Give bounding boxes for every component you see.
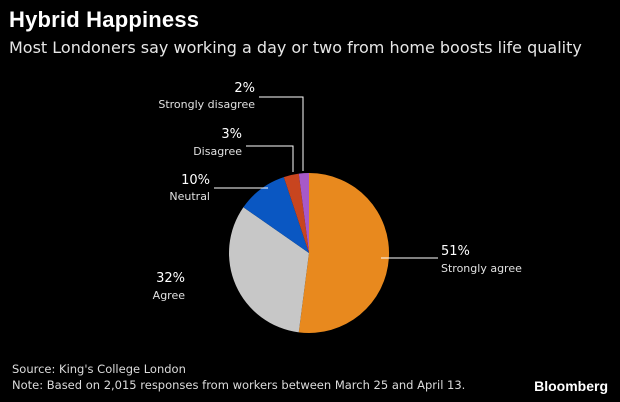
footnote: Note: Based on 2,015 responses from work… xyxy=(12,378,466,392)
data-label-value-neutral: 10% xyxy=(181,173,210,188)
data-label-category-neutral: Neutral xyxy=(169,190,210,203)
pie-slice-strongly-disagree xyxy=(298,173,309,253)
chart-subtitle: Most Londoners say working a day or two … xyxy=(9,38,582,57)
leader-line-strongly-disagree xyxy=(259,96,304,171)
pie-slice-disagree xyxy=(283,173,309,253)
pie-slice-strongly-agree xyxy=(298,173,390,333)
leader-line-disagree xyxy=(246,145,294,172)
bloomberg-logo: Bloomberg xyxy=(534,378,608,394)
data-label-category-disagree: Disagree xyxy=(193,145,242,158)
chart-title: Hybrid Happiness xyxy=(9,7,200,32)
data-label-value-strongly-disagree: 2% xyxy=(234,81,255,96)
pie-slice-agree xyxy=(229,207,309,333)
data-label-category-strongly-disagree: Strongly disagree xyxy=(158,98,255,111)
data-label-value-agree: 32% xyxy=(156,271,185,286)
data-label-category-strongly-agree: Strongly agree xyxy=(441,262,522,275)
data-label-value-strongly-agree: 51% xyxy=(441,244,470,259)
source-note: Source: King's College London xyxy=(12,362,186,376)
data-label-category-agree: Agree xyxy=(153,289,186,302)
pie-slice-neutral xyxy=(243,177,309,253)
data-label-value-disagree: 3% xyxy=(221,127,242,142)
